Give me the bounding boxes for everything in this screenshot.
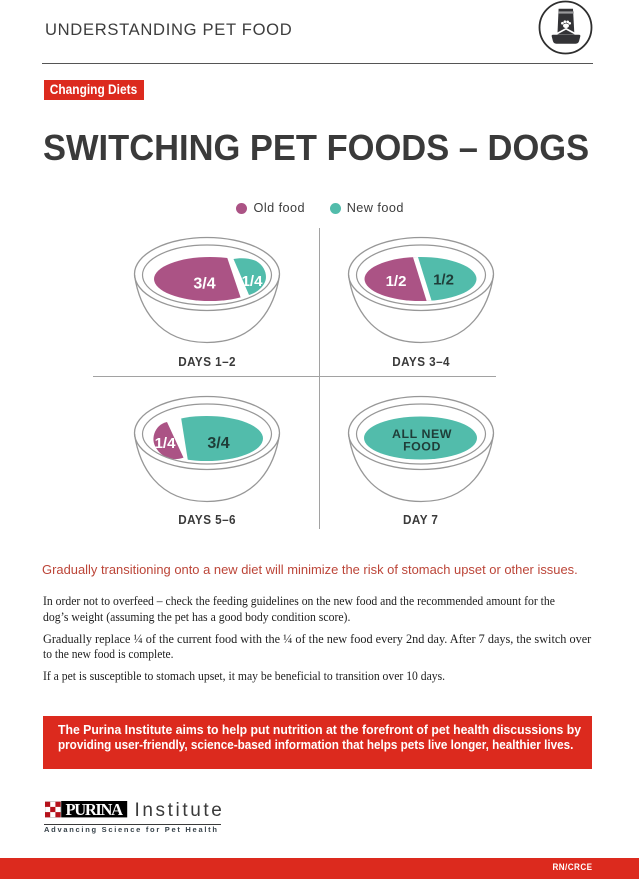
svg-text:3/4: 3/4 xyxy=(207,435,229,452)
svg-text:ALL NEW: ALL NEW xyxy=(392,426,452,440)
svg-text:3/4: 3/4 xyxy=(193,275,215,292)
svg-text:1/4: 1/4 xyxy=(242,273,264,290)
svg-text:1/2: 1/2 xyxy=(433,272,454,289)
svg-text:FOOD: FOOD xyxy=(403,439,441,453)
svg-text:1/2: 1/2 xyxy=(386,273,407,290)
svg-text:1/4: 1/4 xyxy=(155,435,177,452)
svg-text:PURINA: PURINA xyxy=(66,801,125,818)
